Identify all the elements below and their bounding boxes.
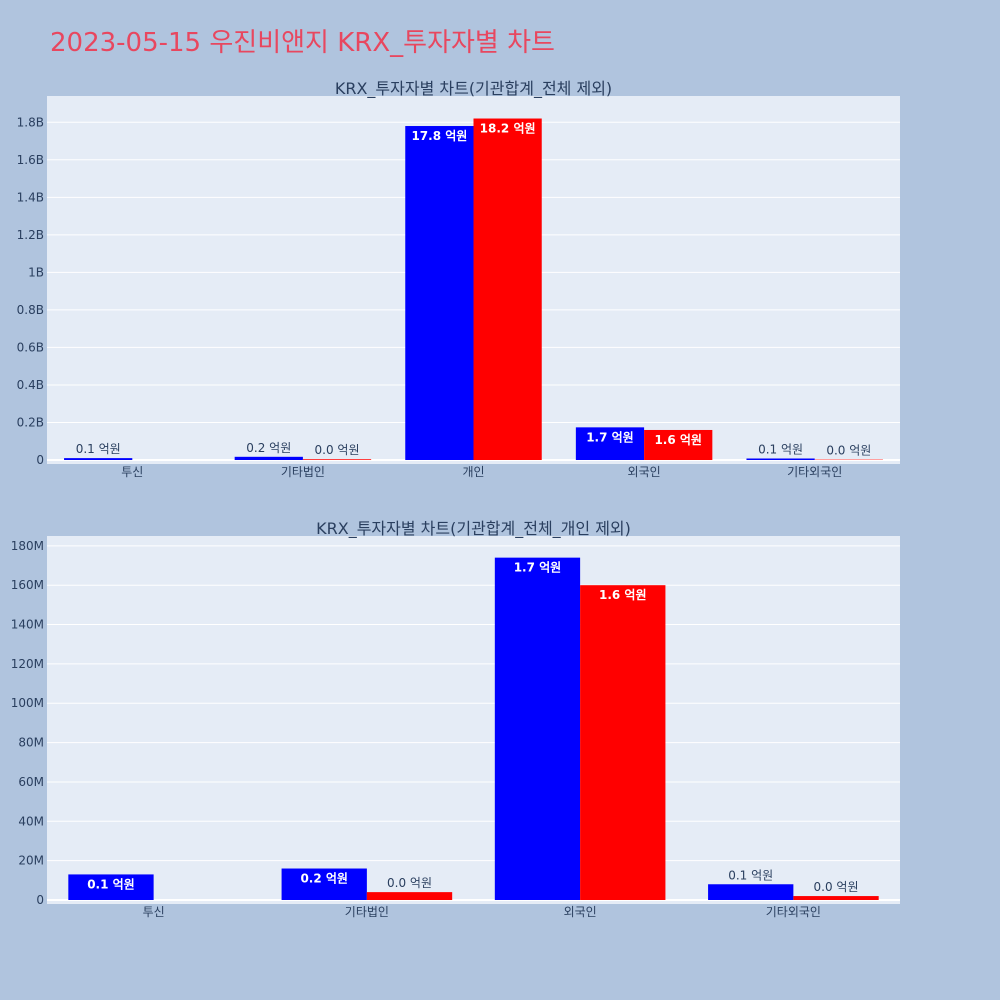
y-tick-label: 1.4B: [17, 190, 44, 204]
chart-title: KRX_투자자별 차트(기관합계_전체 제외): [335, 79, 612, 99]
y-tick-label: 120M: [11, 657, 44, 671]
chart-title: KRX_투자자별 차트(기관합계_전체_개인 제외): [316, 519, 631, 539]
y-tick-label: 1.2B: [17, 228, 44, 242]
y-tick-label: 60M: [18, 775, 44, 789]
bar-buy: [68, 874, 154, 900]
y-tick-label: 180M: [11, 539, 44, 553]
bar-data-label: 0.1 억원: [728, 868, 773, 882]
bar-data-label: 0.0 억원: [387, 876, 432, 890]
bar-sell: [302, 459, 372, 460]
y-tick-label: 140M: [11, 618, 44, 632]
x-tick-label: 기타외국인: [766, 905, 821, 919]
y-tick-label: 100M: [11, 696, 44, 710]
bar-data-label: 0.1 억원: [87, 877, 135, 891]
y-tick-label: 1B: [28, 265, 44, 279]
x-tick-label: 투신: [121, 465, 143, 479]
bar-buy: [494, 557, 581, 900]
y-tick-label: 1.8B: [17, 115, 44, 129]
y-tick-label: 1.6B: [17, 153, 44, 167]
bar-data-label: 17.8 억원: [411, 129, 467, 143]
bar-sell: [644, 429, 713, 460]
bar-buy: [234, 456, 303, 460]
bar-buy: [64, 458, 133, 460]
bar-data-label: 0.0 억원: [814, 880, 859, 894]
bar-data-label: 18.2 억원: [480, 122, 536, 136]
y-tick-label: 0: [36, 453, 44, 467]
y-tick-label: 0.8B: [17, 303, 44, 317]
y-tick-label: 160M: [11, 578, 44, 592]
x-tick-label: 기타법인: [345, 905, 389, 919]
plot-area: [47, 536, 900, 904]
x-tick-label: 기타외국인: [787, 465, 842, 479]
bar-sell: [473, 118, 542, 460]
bar-data-label: 0.1 억원: [76, 442, 121, 456]
bar-sell: [793, 896, 879, 900]
page-title: 2023-05-15 우진비앤지 KRX_투자자별 차트: [50, 28, 555, 58]
bar-sell: [580, 585, 666, 900]
x-tick-label: 기타법인: [281, 465, 325, 479]
y-tick-label: 0: [36, 893, 44, 907]
bar-sell: [366, 892, 453, 900]
y-tick-label: 20M: [18, 854, 44, 868]
bar-buy: [708, 884, 794, 900]
bar-data-label: 1.7 억원: [586, 430, 634, 444]
y-tick-label: 0.4B: [17, 378, 44, 392]
y-tick-label: 80M: [18, 736, 44, 750]
y-tick-label: 40M: [18, 814, 44, 828]
bar-buy: [575, 427, 645, 460]
bar-data-label: 1.6 억원: [599, 588, 647, 602]
x-tick-label: 외국인: [564, 905, 597, 919]
y-tick-label: 0.2B: [17, 415, 44, 429]
bar-data-label: 1.7 억원: [514, 561, 562, 575]
bar-data-label: 0.0 억원: [315, 443, 360, 457]
bar-buy: [746, 458, 815, 460]
bar-data-label: 0.1 억원: [758, 442, 803, 456]
bar-data-label: 0.0 억원: [826, 444, 871, 458]
bar-buy: [281, 868, 367, 900]
y-tick-label: 0.6B: [17, 340, 44, 354]
bar-buy: [405, 126, 474, 460]
bar-data-label: 0.2 억원: [300, 872, 348, 886]
x-tick-label: 개인: [462, 465, 484, 479]
bar-data-label: 0.2 억원: [246, 441, 291, 455]
bar-data-label: 1.6 억원: [654, 433, 702, 447]
x-tick-label: 투신: [143, 905, 165, 919]
x-tick-label: 외국인: [628, 465, 661, 479]
